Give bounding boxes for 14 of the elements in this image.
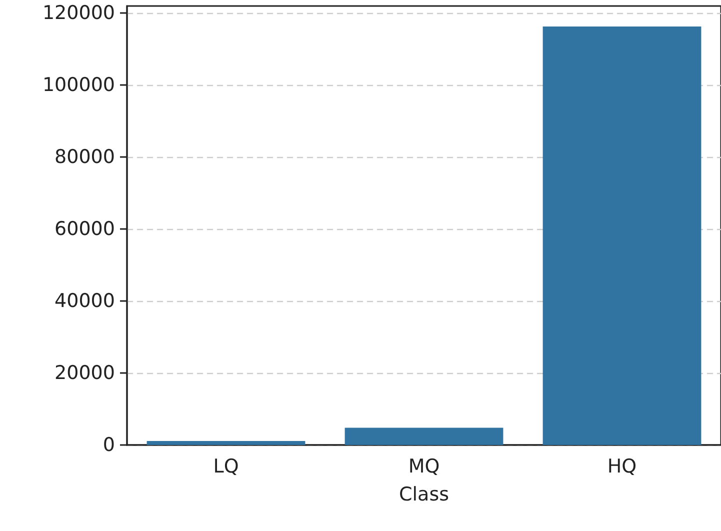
x-tick-label: HQ [607, 456, 637, 478]
y-tick-label: 60000 [54, 218, 115, 240]
x-tick-label: LQ [213, 456, 239, 478]
y-tick-label: 20000 [54, 362, 115, 384]
bar [146, 441, 306, 445]
y-tick-label: 0 [102, 434, 115, 456]
bar [542, 26, 702, 445]
y-tick-label: 120000 [42, 2, 115, 24]
y-tick-label: 80000 [54, 146, 115, 168]
x-tick-label: MQ [408, 456, 440, 478]
x-axis-title: Class [399, 484, 449, 506]
y-tick-label: 40000 [54, 290, 115, 312]
y-tick-label: 100000 [42, 74, 115, 96]
bar [344, 428, 504, 445]
